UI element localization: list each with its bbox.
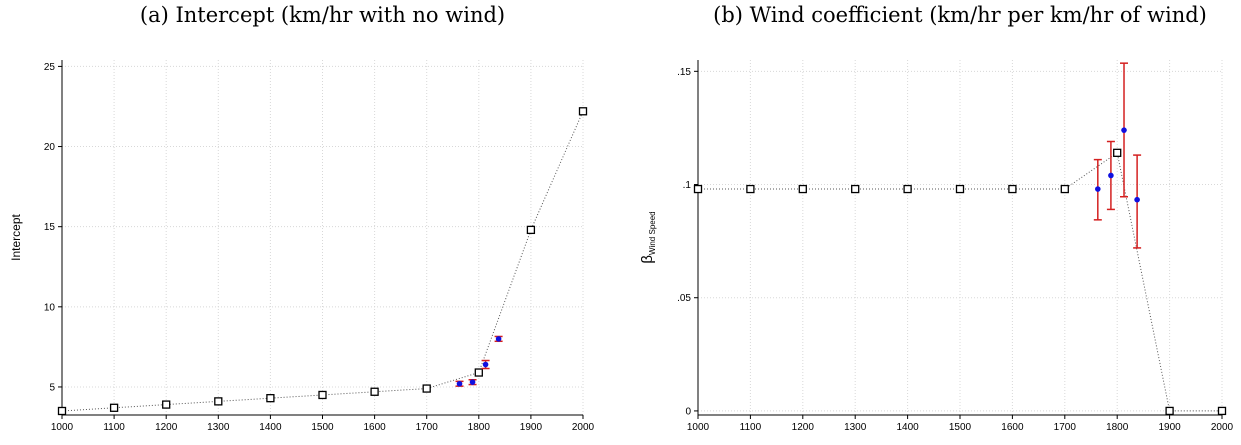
point [1134,196,1140,203]
point [474,368,483,377]
x-tick-label: 1200 [155,422,178,433]
y-tick-label: .15 [677,67,691,78]
point [1108,172,1114,179]
x-tick-label: 1800 [1106,422,1129,433]
point [693,184,703,194]
y-tick-label: 25 [44,62,56,73]
point [422,384,431,393]
y-axis-label-sub: Wind Speed [648,211,657,255]
x-tick-label: 1900 [520,422,543,433]
x-tick-label: 1500 [949,422,972,433]
x-tick-label: 1100 [740,422,762,433]
point [214,397,223,406]
point [370,387,379,396]
y-axis-label-main: Intercept [9,213,23,260]
point [1095,186,1101,192]
point [57,406,67,416]
y-axis-label: Intercept [9,213,23,260]
point [318,390,327,400]
chart-title: (a) Intercept (km/hr with no wind) [140,3,505,27]
point [1113,148,1122,157]
x-tick-label: 1900 [1158,422,1181,433]
x-tick-label: 1500 [311,422,334,433]
point [1217,406,1227,416]
x-tick-label: 1800 [468,422,491,433]
point [162,400,171,409]
point [798,184,807,194]
y-tick-label: 15 [44,222,56,233]
x-tick-label: 1400 [259,422,282,433]
point [495,336,502,342]
x-tick-label: 1200 [792,422,815,433]
x-tick-label: 1300 [844,422,867,433]
point [578,107,588,116]
y-tick-label: 5 [49,382,55,393]
x-tick-label: 1000 [51,422,74,433]
x-tick-label: 2000 [572,422,595,433]
x-tick-label: 1700 [1054,422,1077,433]
point [456,380,463,387]
point [1121,127,1127,133]
x-tick-label: 1600 [363,422,386,433]
x-tick-label: 1600 [1001,422,1024,433]
point [1008,184,1017,194]
x-tick-label: 1300 [207,422,230,433]
point [266,394,275,403]
y-tick-label: 0 [685,406,691,417]
y-tick-label: .05 [677,293,691,304]
y-tick-label: 10 [44,302,56,313]
point [903,184,912,194]
x-tick-label: 1400 [896,422,919,433]
y-axis-label-main: β [639,255,656,264]
y-tick-label: 20 [44,142,56,153]
point [955,184,965,194]
chart-title: (b) Wind coefficient (km/hr per km/hr of… [713,3,1207,27]
point [482,361,489,368]
x-tick-label: 1700 [416,422,439,433]
point [1060,184,1069,194]
point [746,184,755,194]
point [1165,406,1174,416]
point [109,403,119,412]
x-tick-label: 2000 [1211,422,1234,433]
point [526,225,536,235]
point [851,184,860,194]
point [469,379,476,385]
y-tick-label: .1 [683,180,692,191]
x-tick-label: 1100 [103,422,125,433]
y-axis-label: βWind Speed [639,211,657,263]
x-tick-label: 1000 [687,422,710,433]
